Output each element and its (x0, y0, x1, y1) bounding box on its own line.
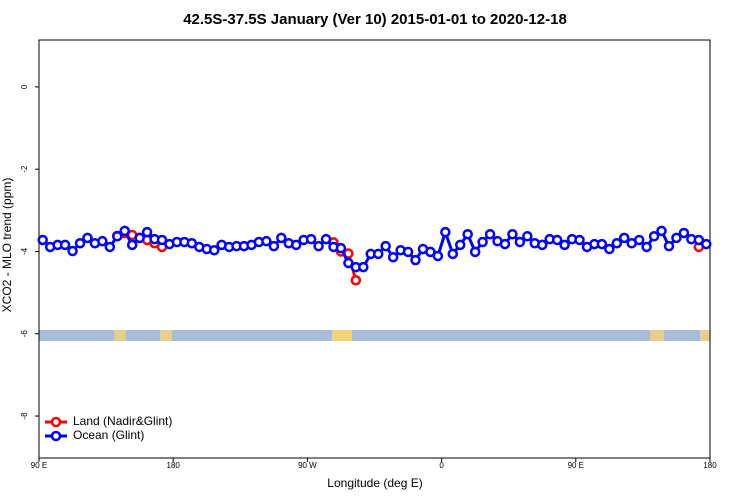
data-point (208, 244, 220, 256)
data-point (290, 239, 302, 251)
y-tick-label: -2 (20, 165, 29, 173)
plot-frame (38, 39, 711, 459)
data-point (537, 239, 548, 251)
x-tick-label: 90 E (31, 461, 47, 470)
data-point (447, 248, 459, 260)
data-point (276, 232, 287, 244)
data-point (402, 246, 414, 258)
data-point (663, 240, 675, 252)
data-point (358, 261, 369, 273)
y-tick-label: -8 (20, 412, 29, 420)
data-point (551, 234, 563, 246)
data-point (656, 225, 667, 237)
data-point (268, 240, 280, 252)
data-point (141, 226, 153, 238)
x-axis-label: Longitude (deg E) (327, 476, 422, 490)
data-point (574, 234, 585, 246)
data-point (432, 250, 444, 262)
data-point (693, 234, 705, 246)
data-point (59, 239, 71, 251)
data-point (126, 239, 138, 251)
x-tick-label: 90 E (568, 461, 584, 470)
chart-title: 42.5S-37.5S January (Ver 10) 2015-01-01 … (183, 11, 567, 28)
data-point (484, 228, 496, 240)
data-point (305, 233, 317, 245)
y-tick-label: 0 (20, 84, 29, 89)
data-point (522, 230, 533, 242)
data-point (701, 238, 712, 250)
data-point (37, 234, 48, 246)
surface-band (39, 330, 710, 341)
y-tick-label: -4 (20, 247, 29, 255)
data-point (112, 230, 123, 242)
legend-label: Land (Nadir&Glint) (73, 414, 172, 428)
y-axis-label: XCO2 - MLO trend (ppm) (0, 178, 14, 313)
data-point (641, 241, 652, 253)
x-tick-label: 90 W (298, 461, 317, 470)
data-point (387, 251, 399, 263)
data-point (313, 240, 324, 252)
data-point (462, 228, 473, 240)
data-point (372, 248, 384, 260)
data-point (440, 226, 451, 238)
legend-marker (50, 430, 62, 442)
data-point (380, 240, 391, 252)
data-point (604, 243, 615, 255)
data-point (596, 238, 608, 250)
data-point (134, 232, 145, 244)
data-point (507, 228, 518, 240)
data-point (320, 233, 332, 245)
data-point (671, 232, 682, 244)
data-point (499, 238, 511, 250)
data-point (104, 241, 116, 253)
data-point (343, 257, 354, 269)
x-tick-label: 180 (703, 461, 717, 470)
x-tick-label: 0 (439, 461, 444, 470)
data-point (454, 239, 466, 251)
data-point (619, 232, 630, 244)
data-point (97, 235, 108, 247)
data-point (678, 227, 690, 239)
data-point (261, 235, 272, 247)
data-point (335, 242, 347, 254)
data-point (559, 239, 570, 251)
data-point (410, 254, 421, 266)
legend-label: Ocean (Glint) (73, 428, 144, 442)
data-point (633, 234, 645, 246)
y-tick-label: -6 (20, 330, 29, 338)
data-point (82, 232, 93, 244)
x-tick-label: 180 (167, 461, 181, 470)
data-point (477, 236, 488, 248)
data-point (514, 236, 526, 248)
data-point (67, 245, 78, 257)
data-point (425, 246, 436, 258)
data-point (350, 275, 362, 286)
data-point (74, 237, 86, 249)
data-point (156, 234, 168, 246)
data-point (119, 225, 130, 237)
data-point (469, 246, 481, 258)
data-point (648, 230, 660, 242)
legend-marker (50, 416, 62, 428)
data-point (611, 237, 623, 249)
